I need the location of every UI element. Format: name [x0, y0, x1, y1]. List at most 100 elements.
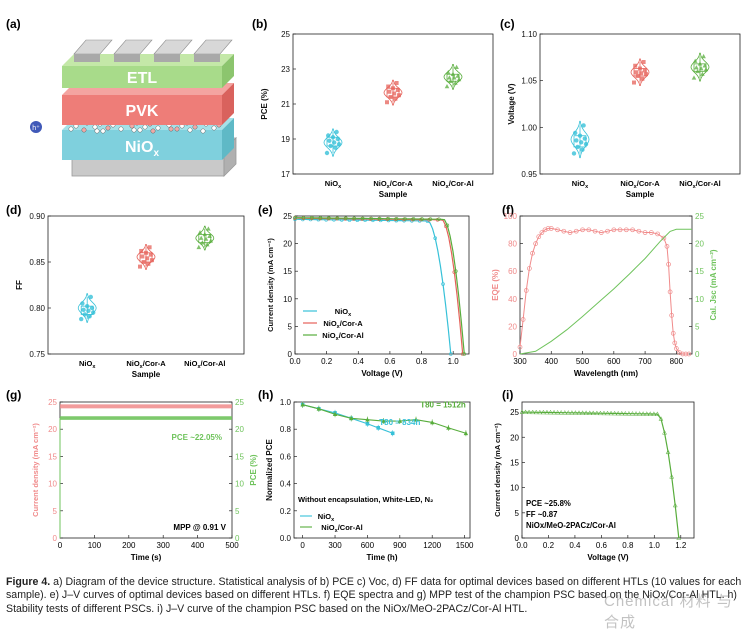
- chart-f-eqe-point: [686, 351, 692, 357]
- chart-e-marker: [335, 216, 340, 220]
- hole-label: h⁺: [32, 125, 40, 132]
- chart-b-point: [456, 77, 462, 82]
- chart-c-point: [577, 133, 583, 138]
- chart-i-y-tick-label: 20: [510, 433, 519, 442]
- chart-c-point: [640, 76, 645, 81]
- chart-e-y-tick-label: 15: [283, 267, 292, 276]
- chart-b-xlabel-cora-sub: x: [387, 184, 391, 190]
- chart-c-xlabel-nio: NiOx: [572, 179, 589, 190]
- chart-f-eqe-point: [548, 226, 554, 231]
- chart-i-marker: [583, 410, 589, 415]
- chart-c-point: [698, 66, 704, 71]
- chart-h-legend-label-0-main: NiO: [318, 512, 332, 521]
- chart-g-x-tick-label: 500: [225, 541, 239, 550]
- chart-d-point: [202, 231, 208, 237]
- chart-c-point: [582, 136, 587, 141]
- chart-e-legend-label-1-suffix: /Cor-A: [340, 319, 363, 328]
- chart-d-xlabel: Sample: [132, 370, 161, 379]
- chart-d-point: [200, 240, 205, 245]
- panel-label-g: (g): [6, 388, 21, 402]
- electrode-1: [73, 39, 113, 55]
- chart-c-point: [703, 66, 709, 72]
- chart-d-point: [203, 236, 209, 241]
- chart-i-marker: [626, 410, 632, 416]
- chart-e-x-tick-label: 0.8: [416, 357, 428, 366]
- electrode-4: [193, 39, 233, 55]
- electrode-4-front: [194, 54, 220, 62]
- chart-c-point: [581, 123, 586, 128]
- molecule-particle: [192, 124, 198, 130]
- hole-marker: [30, 121, 42, 133]
- chart-h-x-tick-label: 900: [393, 541, 407, 550]
- chart-f-eqe-point: [674, 346, 679, 351]
- chart-f-y2-tick-label: 0: [695, 350, 700, 359]
- chart-d-point: [198, 235, 204, 240]
- chart-d-point: [88, 294, 94, 300]
- chart-i-ylabel: Current density (mA cm⁻²): [493, 423, 502, 517]
- chart-i: 0 5 10 15 20 25 0.0 0.2 0.4 0.6 0.8 1.0 1.2 Current d…: [493, 401, 695, 562]
- chart-i-marker: [597, 410, 603, 416]
- chart-f-y2-tick-label: 5: [695, 322, 700, 331]
- chart-f: 0 20 40 60 80 100 0 5 10 15 20 25 300 400 500 600 700 800…: [491, 212, 718, 378]
- chart-d-point: [91, 310, 96, 315]
- chart-d-y-tick-label: 0.85: [29, 258, 45, 267]
- electrode-2-front: [114, 54, 140, 62]
- chart-f-eqe-point: [530, 250, 535, 256]
- chart-i-marker: [594, 410, 600, 416]
- chart-b-frame: [292, 33, 494, 175]
- chart-d-y-tick-label: 0.80: [29, 304, 45, 313]
- chart-i-marker: [555, 409, 561, 415]
- chart-g-y2label: PCE (%): [249, 454, 258, 485]
- chart-g-xlabel: Time (s): [131, 553, 162, 562]
- panel-label-h: (h): [258, 388, 273, 402]
- chart-c-xlabel-coral-suffix: /Cor-Al: [696, 179, 721, 188]
- chart-f-eqe-line: [519, 227, 689, 355]
- chart-e-marker: [420, 217, 424, 221]
- chart-h-point: [365, 421, 370, 426]
- chart-b-violin-0: [323, 128, 343, 157]
- molecule-particle: [187, 127, 193, 133]
- chart-c-xlabel-cora-sub: x: [634, 184, 638, 190]
- nio-layer: [62, 130, 222, 160]
- molecule-particle: [94, 128, 100, 134]
- chart-e-legend-label-1-main: NiO: [323, 319, 337, 328]
- chart-i-marker: [540, 409, 546, 415]
- chart-h-point: [430, 420, 435, 425]
- nio-label-main: NiO: [125, 139, 153, 156]
- chart-c-point: [697, 61, 703, 66]
- chart-i-x-tick-label: 1.0: [649, 541, 661, 550]
- chart-d-point: [197, 230, 203, 235]
- chart-g-x-tick-label: 0: [58, 541, 63, 550]
- chart-h-legend-label-0-sub: x: [331, 517, 335, 523]
- molecule-particle: [100, 128, 106, 134]
- chart-g-y-tick-label: 10: [48, 480, 57, 489]
- chart-e-marker: [449, 352, 453, 356]
- chart-h-point: [463, 430, 469, 436]
- chart-h-y-tick-label: 0.4: [280, 480, 292, 489]
- chart-b-point: [395, 88, 400, 92]
- figure-canvas: (a) (b) (c) (d) (e) (f) (g) (h) (i): [6, 17, 741, 562]
- chart-c-point: [571, 151, 577, 156]
- chart-g-y-tick-label: 5: [53, 507, 58, 516]
- chart-f-eqe-point: [611, 227, 617, 233]
- molecule-particle: [174, 126, 180, 132]
- chart-d-xlabel-coral-main: NiO: [184, 359, 198, 368]
- chart-i-marker: [523, 409, 528, 414]
- chart-f-eqe-point: [580, 227, 585, 233]
- chart-e-line-0: [295, 218, 452, 355]
- chart-c-xlabel-cora-main: NiO: [620, 179, 634, 188]
- chart-i-marker: [633, 411, 639, 416]
- chart-d-point: [150, 258, 154, 263]
- chart-i-marker: [551, 409, 557, 415]
- chart-h-x-tick-label: 600: [361, 541, 375, 550]
- chart-b-point: [448, 78, 453, 84]
- chart-g-annotation: PCE ~22.05%: [172, 433, 222, 442]
- chart-e-frame: [294, 215, 470, 355]
- chart-b-point: [453, 80, 458, 85]
- chart-c-point: [580, 147, 585, 152]
- chart-b-point: [335, 136, 340, 142]
- chart-b-point: [454, 64, 459, 70]
- chart-i-x-tick-label: 0.2: [543, 541, 555, 550]
- chart-h-point: [300, 402, 305, 407]
